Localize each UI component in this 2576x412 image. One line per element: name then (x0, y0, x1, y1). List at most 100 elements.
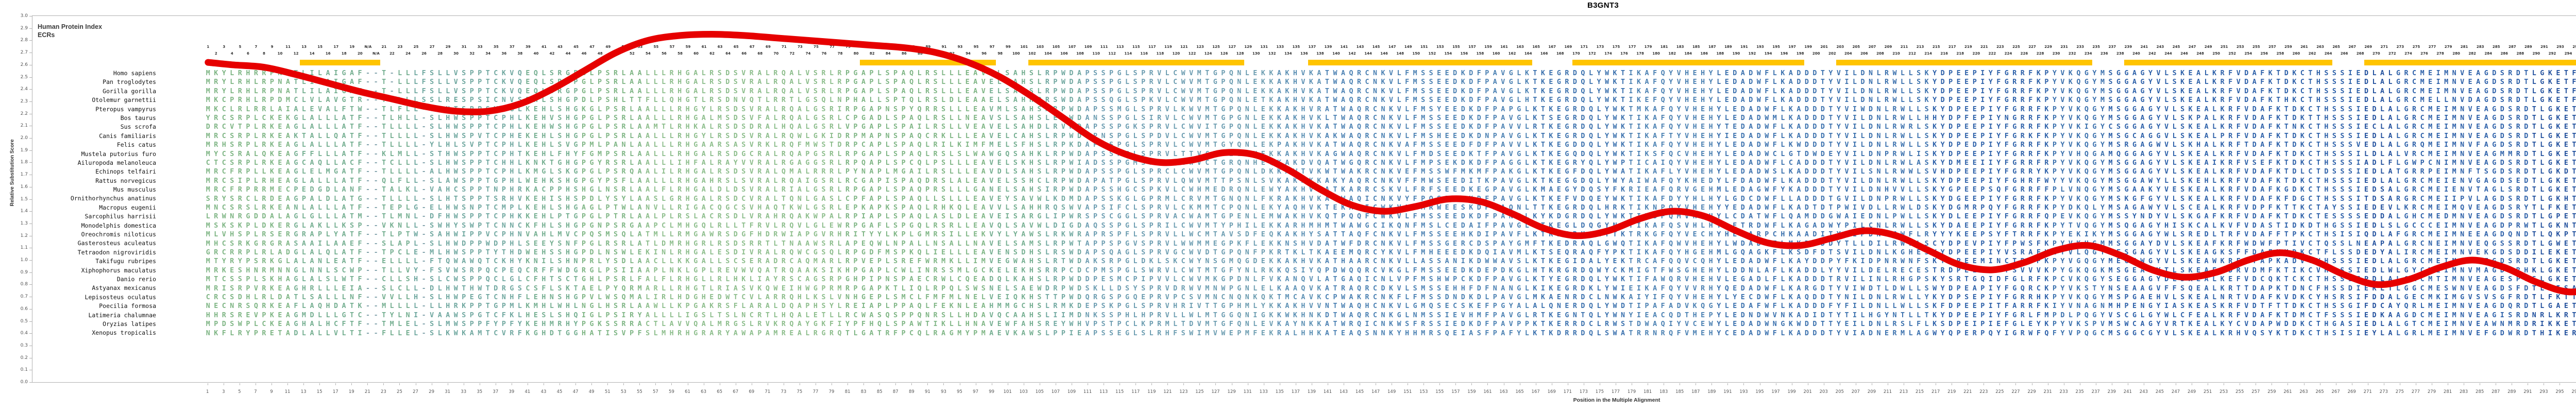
alignment-residue: D (1077, 141, 1081, 149)
alignment-gap: - (374, 96, 378, 105)
alignment-residue: F (1477, 96, 1481, 105)
alignment-residue: A (693, 78, 698, 87)
alignment-residue: C (2300, 87, 2304, 95)
alignment-residue: K (1469, 150, 1473, 158)
alignment-residue: T (2308, 78, 2313, 87)
alignment-residue: R (557, 70, 562, 77)
alignment-residue: V (1844, 123, 1849, 131)
alignment-residue: T (1325, 96, 1329, 105)
alignment-residue: L (1397, 87, 1401, 95)
position-number: 266 (2340, 52, 2348, 56)
alignment-residue: R (1365, 132, 1369, 140)
alignment-residue: K (1788, 123, 1793, 131)
alignment-residue: A (1501, 150, 1505, 158)
alignment-residue: F (1413, 141, 1417, 149)
alignment-residue: L (333, 114, 338, 122)
alignment-residue: S (462, 123, 466, 131)
alignment-residue: N (278, 87, 282, 95)
alignment-residue: K (1293, 132, 1297, 140)
position-number: 5 (239, 45, 242, 49)
alignment-residue: K (1509, 168, 1513, 176)
alignment-residue: L (917, 78, 922, 87)
alignment-residue: T (757, 96, 762, 105)
alignment-residue: E (2564, 159, 2568, 167)
alignment-residue: P (2044, 70, 2049, 77)
alignment-residue: Q (1317, 159, 1321, 167)
alignment-residue: S (2340, 150, 2345, 158)
alignment-residue: Q (317, 159, 322, 167)
alignment-residue: L (453, 141, 458, 149)
alignment-residue: R (669, 70, 674, 77)
alignment-residue: W (1756, 78, 1761, 87)
alignment-residue: Q (1581, 96, 1585, 105)
alignment-residue: P (1061, 159, 1065, 167)
alignment-residue: C (1173, 70, 1178, 77)
alignment-residue: V (805, 70, 810, 77)
alignment-residue: L (437, 96, 442, 105)
alignment-residue: E (1964, 78, 1969, 87)
position-number: N/A (364, 45, 372, 49)
alignment-residue: R (717, 159, 722, 167)
alignment-residue: Q (333, 132, 338, 140)
alignment-residue: E (2364, 168, 2368, 176)
alignment-residue: S (2116, 132, 2121, 140)
position-number: 236 (2100, 52, 2108, 56)
alignment-residue: V (2164, 105, 2169, 113)
alignment-residue: D (1812, 141, 1817, 149)
alignment-residue: K (1037, 150, 1042, 158)
alignment-residue: R (933, 168, 938, 176)
alignment-gap: - (366, 159, 370, 167)
alignment-residue: R (214, 123, 218, 131)
alignment-residue: G (2132, 159, 2137, 167)
alignment-residue: H (1692, 168, 1697, 176)
alignment-residue: P (2044, 87, 2049, 95)
position-number: 186 (1700, 52, 1708, 56)
alignment-residue: H (446, 123, 450, 131)
alignment-residue: A (1797, 105, 1801, 113)
position-number: 121 (1180, 45, 1188, 49)
alignment-residue: V (1844, 150, 1849, 158)
alignment-residue: L (405, 168, 410, 176)
alignment-residue: A (765, 132, 770, 140)
alignment-residue: S (2172, 87, 2177, 95)
alignment-residue: P (469, 177, 474, 185)
alignment-residue: V (2236, 96, 2241, 105)
alignment-residue: A (646, 132, 650, 140)
alignment-residue: H (1940, 168, 1945, 176)
y-axis-tick-mark (29, 199, 32, 200)
alignment-residue: A (1277, 78, 1281, 87)
alignment-residue: V (981, 70, 986, 77)
alignment-residue: F (1485, 150, 1489, 158)
alignment-gap: - (366, 123, 370, 131)
alignment-residue: G (2132, 123, 2137, 131)
alignment-residue: K (1533, 168, 1537, 176)
alignment-residue: E (1733, 132, 1737, 140)
alignment-residue: A (797, 123, 802, 131)
alignment-residue: A (765, 150, 770, 158)
alignment-residue: L (997, 70, 1002, 77)
position-number: 14 (309, 52, 315, 56)
alignment-residue: L (2396, 105, 2401, 113)
position-number: 211 (1900, 45, 1908, 49)
alignment-residue: S (462, 78, 466, 87)
position-number: 36 (501, 52, 507, 56)
alignment-residue: G (589, 168, 594, 176)
alignment-residue: L (1517, 87, 1521, 95)
alignment-residue: A (1349, 141, 1353, 149)
alignment-residue: A (1085, 141, 1090, 149)
alignment-residue: P (1948, 87, 1953, 95)
alignment-residue: R (829, 150, 834, 158)
alignment-residue: S (1133, 70, 1138, 77)
alignment-residue: T (2532, 159, 2536, 167)
alignment-residue: W (1189, 141, 1194, 149)
alignment-residue: L (925, 123, 930, 131)
alignment-residue: V (1165, 132, 1170, 140)
alignment-residue: R (709, 78, 714, 87)
alignment-residue: K (1309, 78, 1313, 87)
alignment-residue: P (893, 87, 898, 95)
alignment-residue: D (2516, 78, 2520, 87)
alignment-residue: F (2260, 87, 2265, 95)
alignment-residue: T (1621, 87, 1625, 95)
alignment-residue: M (717, 114, 722, 122)
alignment-residue: L (1405, 105, 1410, 113)
